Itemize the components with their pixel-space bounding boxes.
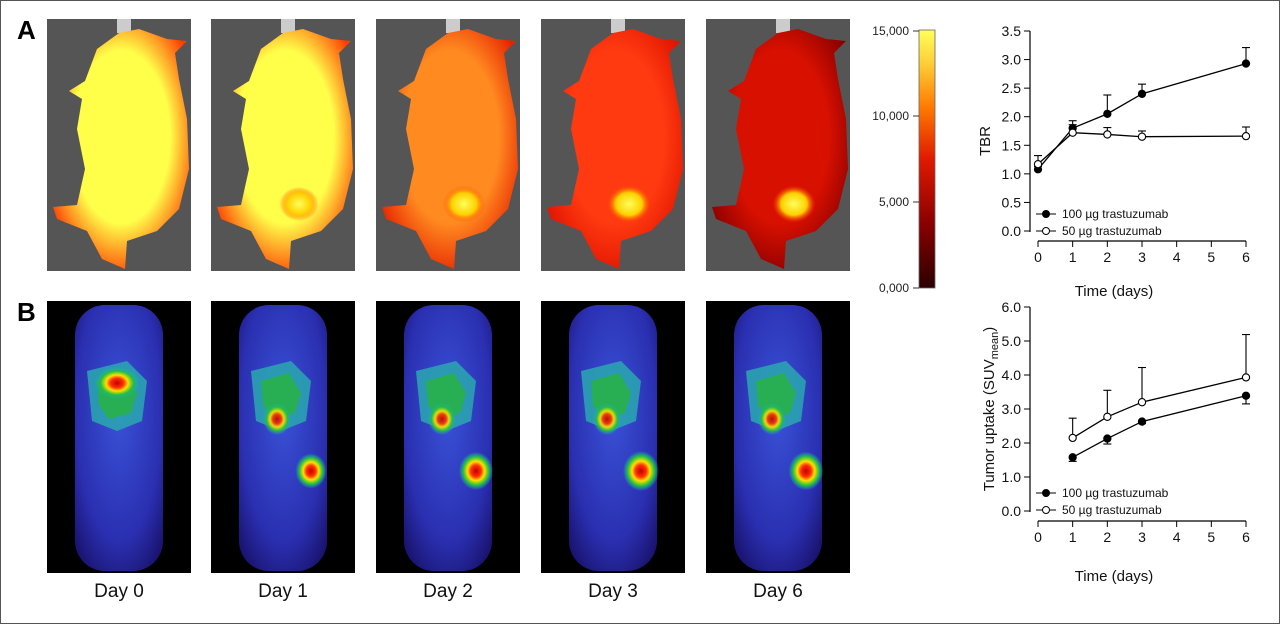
pet-image bbox=[541, 301, 685, 573]
pet-image bbox=[211, 301, 355, 573]
data-point bbox=[1241, 391, 1251, 400]
data-point bbox=[1137, 132, 1147, 141]
x-tick-label: 3 bbox=[1138, 249, 1146, 265]
x-tick-label: 6 bbox=[1242, 249, 1250, 265]
panel-a-label: A bbox=[17, 15, 36, 45]
data-point bbox=[1137, 398, 1147, 407]
x-tick-label: 1 bbox=[1069, 249, 1077, 265]
y-tick-label: 2.5 bbox=[1002, 80, 1022, 96]
y-tick-label: 3.0 bbox=[1002, 401, 1022, 417]
data-point bbox=[1103, 434, 1112, 443]
data-point bbox=[1068, 433, 1077, 443]
x-tick-label: 0 bbox=[1034, 529, 1042, 545]
y-tick-label: 3.5 bbox=[1002, 23, 1022, 39]
data-point bbox=[1068, 128, 1077, 137]
legend-entry: 50 µg trastuzumab bbox=[1062, 503, 1162, 517]
colorbar: 15,000 10,000 5,000 0,000 bbox=[872, 24, 936, 295]
y-tick-label: 1.0 bbox=[1002, 469, 1022, 485]
y-tick-label: 5.0 bbox=[1002, 333, 1022, 349]
legend: 100 µg trastuzumab 50 µg trastuzumab bbox=[1036, 486, 1169, 517]
x-tick-label: 4 bbox=[1173, 249, 1181, 265]
data-point bbox=[1103, 412, 1112, 421]
series-line bbox=[1072, 376, 1247, 439]
y-tick-label: 0.0 bbox=[1002, 223, 1022, 239]
colorbar-gradient bbox=[918, 29, 936, 289]
tbr-chart: 0.0 0.5 1.0 1.5 2.0 2.5 3.0 3.5 0 1 2 3 4 5 6 Time (da… bbox=[977, 23, 1251, 300]
series-line bbox=[1037, 62, 1247, 170]
y-tick-label: 2.0 bbox=[1002, 435, 1022, 451]
optical-image bbox=[47, 19, 191, 271]
pet-image bbox=[706, 301, 850, 573]
legend-entry: 100 µg trastuzumab bbox=[1062, 207, 1169, 221]
x-tick-label: 2 bbox=[1103, 529, 1111, 545]
y-tick-label: 1.0 bbox=[1002, 166, 1022, 182]
data-point bbox=[1241, 59, 1251, 68]
data-point bbox=[1103, 109, 1112, 119]
x-tick-label: 1 bbox=[1069, 529, 1077, 545]
x-tick-label: 5 bbox=[1207, 249, 1215, 265]
optical-image bbox=[376, 19, 520, 271]
colorbar-tick-label: 10,000 bbox=[872, 109, 909, 123]
optical-image bbox=[706, 19, 850, 271]
series-line bbox=[1072, 395, 1247, 458]
colorbar-tick-label: 0,000 bbox=[879, 281, 909, 295]
legend-marker-open bbox=[1042, 506, 1050, 514]
colorbar-tick-label: 5,000 bbox=[879, 195, 909, 209]
panel-b-label: B bbox=[17, 297, 36, 327]
y-tick-label: 6.0 bbox=[1002, 299, 1022, 315]
legend-marker-filled bbox=[1042, 489, 1050, 497]
y-tick-label: 2.0 bbox=[1002, 109, 1022, 125]
optical-image bbox=[541, 19, 685, 271]
tumor-uptake-chart: 0.0 1.0 2.0 3.0 4.0 5.0 6.0 0 1 2 3 4 5 6 Time (days)… bbox=[981, 299, 1251, 585]
day-label-2: Day 2 bbox=[423, 581, 473, 602]
x-tick-label: 0 bbox=[1034, 249, 1042, 265]
data-point bbox=[1068, 453, 1077, 462]
x-tick-label: 3 bbox=[1138, 529, 1146, 545]
day-label-0: Day 0 bbox=[94, 581, 144, 602]
y-tick-label: 3.0 bbox=[1002, 52, 1022, 68]
day-label-3: Day 3 bbox=[588, 581, 638, 602]
legend-entry: 50 µg trastuzumab bbox=[1062, 224, 1162, 238]
x-tick-label: 5 bbox=[1207, 529, 1215, 545]
legend: 100 µg trastuzumab 50 µg trastuzumab bbox=[1036, 207, 1169, 238]
y-tick-label: 1.5 bbox=[1002, 137, 1022, 153]
data-point bbox=[1033, 159, 1043, 169]
pet-image bbox=[47, 301, 191, 573]
x-axis-label: Time (days) bbox=[1075, 568, 1154, 585]
y-tick-label: 4.0 bbox=[1002, 367, 1022, 383]
data-point bbox=[1137, 417, 1147, 426]
legend-entry: 100 µg trastuzumab bbox=[1062, 486, 1169, 500]
x-tick-label: 2 bbox=[1103, 249, 1111, 265]
x-tick-label: 6 bbox=[1242, 529, 1250, 545]
pet-image bbox=[376, 301, 520, 573]
data-point bbox=[1137, 89, 1147, 99]
x-axis-label: Time (days) bbox=[1075, 283, 1154, 300]
optical-image bbox=[211, 19, 355, 271]
y-axis-label: Tumor uptake (SUVmean) bbox=[981, 327, 1001, 492]
data-point bbox=[1103, 130, 1112, 139]
y-tick-label: 0.5 bbox=[1002, 194, 1022, 210]
colorbar-tick-label: 15,000 bbox=[872, 24, 909, 38]
y-tick-label: 0.0 bbox=[1002, 503, 1022, 519]
x-tick-label: 4 bbox=[1173, 529, 1181, 545]
legend-marker-open bbox=[1042, 227, 1050, 235]
y-axis-label: TBR bbox=[977, 126, 994, 156]
data-point bbox=[1241, 131, 1251, 141]
day-label-4: Day 6 bbox=[753, 581, 803, 602]
data-point bbox=[1241, 373, 1251, 382]
day-label-1: Day 1 bbox=[258, 581, 308, 602]
